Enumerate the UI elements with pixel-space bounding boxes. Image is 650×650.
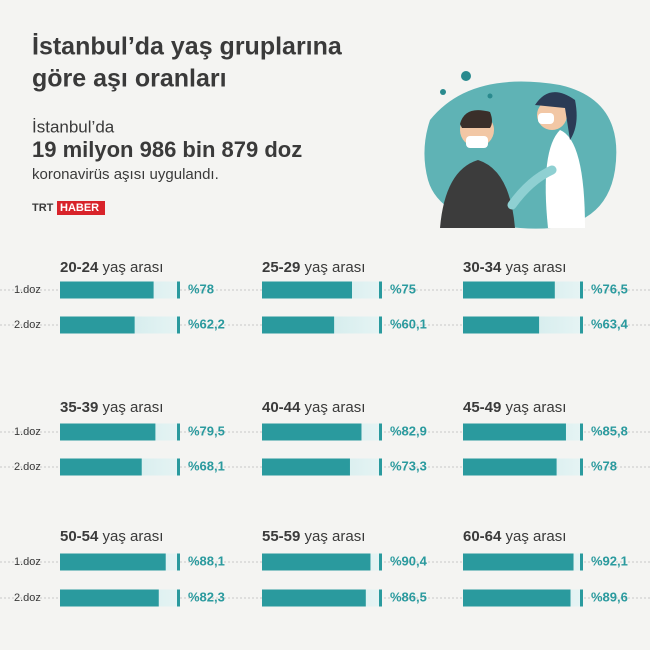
bar [262, 553, 371, 571]
brand-box [57, 201, 105, 215]
bar-end [379, 316, 382, 334]
value-label: %63,4 [591, 316, 629, 331]
group-range: 25-29 [262, 259, 300, 276]
bar [463, 553, 574, 571]
bar-end [379, 553, 382, 571]
group-range: 30-34 [463, 259, 502, 276]
illustration [424, 71, 617, 229]
group-range: 40-44 [262, 399, 301, 416]
bar [262, 316, 335, 334]
bar-end [379, 281, 382, 299]
bar [463, 281, 555, 299]
value-label: %78 [591, 458, 617, 473]
group-subtitle: yaş arası [506, 259, 567, 276]
group-subtitle: yaş arası [305, 259, 366, 276]
group-title: 55-59 yaş arası [262, 528, 365, 545]
bar-end [177, 316, 180, 334]
intro: İstanbul’da [32, 117, 115, 136]
bar [262, 589, 366, 607]
value-label: %79,5 [188, 423, 225, 438]
brand-logo: TRT HABER [32, 201, 105, 215]
value-label: %60,1 [390, 316, 427, 331]
value-label: %86,5 [390, 589, 427, 604]
bar-end [379, 423, 382, 441]
dose-label: 2.doz [14, 461, 41, 473]
group-title: 40-44 yaş arası [262, 399, 365, 416]
value-label: %78 [188, 281, 214, 296]
value-label: %90,4 [390, 553, 428, 568]
bar-end [379, 458, 382, 476]
value-label: %82,9 [390, 423, 427, 438]
group-title: 60-64 yaş arası [463, 528, 566, 545]
value-label: %92,1 [591, 553, 628, 568]
group-range: 60-64 [463, 528, 502, 545]
group-title: 50-54 yaş arası [60, 528, 163, 545]
bar-end [580, 589, 583, 607]
bar-end [177, 553, 180, 571]
value-label: %82,3 [188, 589, 225, 604]
bar-end [379, 589, 382, 607]
group-subtitle: yaş arası [103, 259, 164, 276]
group-subtitle: yaş arası [506, 528, 567, 545]
bar-end [580, 423, 583, 441]
value-label: %68,1 [188, 458, 225, 473]
bar [463, 423, 566, 441]
group-range: 50-54 [60, 528, 99, 545]
bar-end [580, 458, 583, 476]
bar [60, 589, 159, 607]
bar [60, 553, 166, 571]
bar-end [177, 423, 180, 441]
value-label: %76,5 [591, 281, 628, 296]
outro: koronavirüs aşısı uygulandı. [32, 166, 219, 183]
group-range: 45-49 [463, 399, 501, 416]
highlight: 19 milyon 986 bin 879 doz [32, 137, 302, 162]
bar-end [177, 589, 180, 607]
group-subtitle: yaş arası [103, 528, 164, 545]
bar [463, 458, 557, 476]
bar-end [580, 316, 583, 334]
bar-end [580, 281, 583, 299]
group-subtitle: yaş arası [103, 399, 164, 416]
bar [60, 458, 142, 476]
bar [262, 281, 352, 299]
bar-end [177, 281, 180, 299]
bar [262, 423, 362, 441]
group-subtitle: yaş arası [305, 399, 366, 416]
value-label: %89,6 [591, 589, 628, 604]
bar [60, 423, 156, 441]
bar [262, 458, 350, 476]
bar [463, 589, 571, 607]
dose-label: 2.doz [14, 319, 41, 331]
group-subtitle: yaş arası [506, 399, 567, 416]
bar-end [177, 458, 180, 476]
bar-end [580, 553, 583, 571]
value-label: %88,1 [188, 553, 225, 568]
bar [463, 316, 540, 334]
group-title: 20-24 yaş arası [60, 259, 163, 276]
bar [60, 316, 135, 334]
value-label: %73,3 [390, 458, 427, 473]
brand-trt: TRT [32, 202, 54, 214]
title-line: İstanbul’da yaş gruplarına [32, 33, 343, 61]
group-range: 55-59 [262, 528, 300, 545]
brand-haber: HABER [60, 202, 99, 214]
value-label: %62,2 [188, 316, 225, 331]
value-label: %85,8 [591, 423, 628, 438]
group-title: 25-29 yaş arası [262, 259, 365, 276]
title-line: göre aşı oranları [32, 65, 227, 93]
group-range: 20-24 [60, 259, 99, 276]
value-label: %75 [390, 281, 416, 296]
group-title: 45-49 yaş arası [463, 399, 566, 416]
group-title: 30-34 yaş arası [463, 259, 566, 276]
group-title: 35-39 yaş arası [60, 399, 163, 416]
bar [60, 281, 154, 299]
dose-label: 1.doz [14, 556, 41, 568]
dose-label: 1.doz [14, 426, 41, 438]
dose-label: 1.doz [14, 284, 41, 296]
group-subtitle: yaş arası [305, 528, 366, 545]
dose-label: 2.doz [14, 592, 41, 604]
group-range: 35-39 [60, 399, 98, 416]
